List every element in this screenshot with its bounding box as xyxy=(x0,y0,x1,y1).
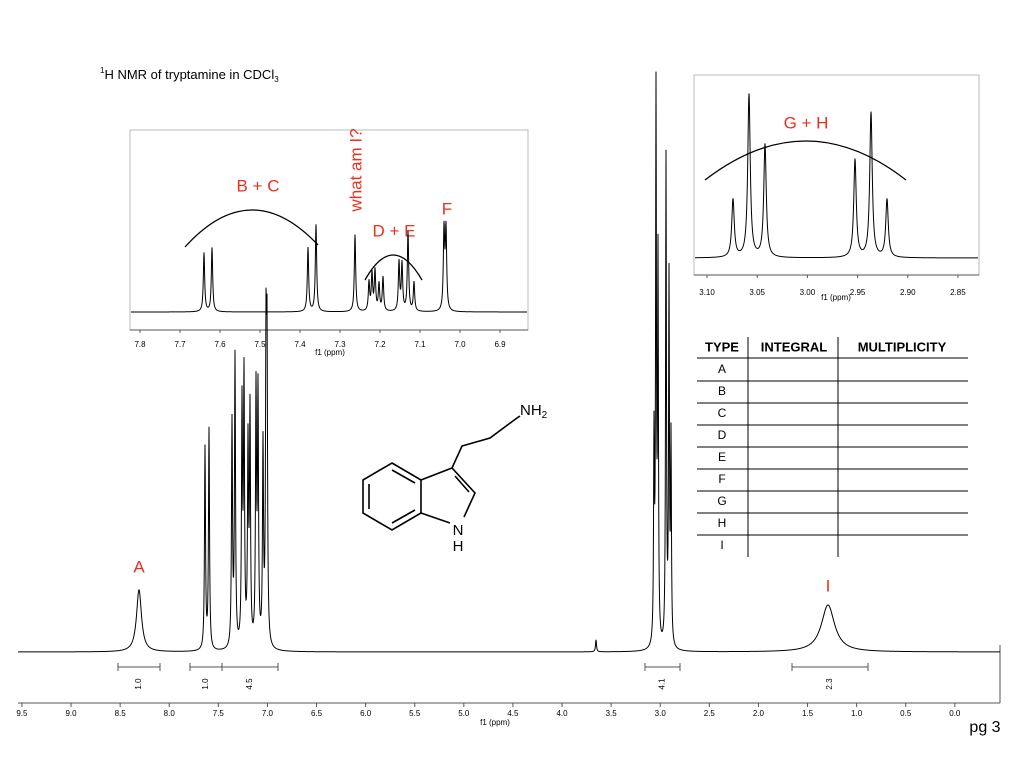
x-tick-label: 1.0 xyxy=(851,709,863,718)
inset-frame xyxy=(693,74,980,276)
bond xyxy=(420,467,476,518)
axis-label: f1 (ppm) xyxy=(480,718,510,727)
x-tick-label: 6.5 xyxy=(311,709,323,718)
type-cell: A xyxy=(718,362,726,376)
axis-label: f1 (ppm) xyxy=(315,348,345,357)
amine-label: NH2 xyxy=(520,402,548,421)
ring-h: H xyxy=(453,538,464,555)
x-tick-label: 3.5 xyxy=(606,709,618,718)
bond xyxy=(391,509,416,524)
bond xyxy=(454,475,470,493)
x-tick-label: 7.1 xyxy=(414,340,426,349)
arc xyxy=(184,209,319,248)
title: 1H NMR of tryptamine in CDCl3 xyxy=(100,66,279,84)
type-cell: F xyxy=(718,472,725,486)
header-cell: INTEGRAL xyxy=(761,339,828,354)
type-cell: C xyxy=(718,406,727,420)
peak-label: A xyxy=(133,557,145,576)
molecule: NH2 N H xyxy=(362,402,548,555)
bond xyxy=(420,512,451,524)
title-sub: 3 xyxy=(274,75,279,84)
x-tick-label: 2.90 xyxy=(900,288,916,297)
x-tick-label: 0.0 xyxy=(949,709,961,718)
x-tick-label: 2.85 xyxy=(950,288,966,297)
x-tick-label: 7.0 xyxy=(454,340,466,349)
x-tick-label: 7.7 xyxy=(174,340,186,349)
spectrum-trace xyxy=(695,93,978,259)
header-cell: TYPE xyxy=(705,339,739,354)
x-tick-label: 7.3 xyxy=(334,340,346,349)
x-tick-label: 2.95 xyxy=(850,288,866,297)
x-tick-label: 7.4 xyxy=(294,340,306,349)
bond xyxy=(362,462,422,531)
x-tick-label: 6.0 xyxy=(360,709,372,718)
type-cell: E xyxy=(718,450,726,464)
peak-label: I xyxy=(826,576,831,595)
amine-text: NH xyxy=(520,402,542,419)
x-tick-label: 4.5 xyxy=(507,709,519,718)
integral-label: 1.0 xyxy=(201,678,210,690)
x-tick-label: 3.05 xyxy=(749,288,765,297)
type-cell: I xyxy=(720,538,723,552)
x-tick-label: 5.5 xyxy=(409,709,421,718)
x-tick-label: 7.2 xyxy=(374,340,386,349)
x-tick-label: 3.10 xyxy=(699,288,715,297)
type-cell: H xyxy=(718,516,727,530)
x-tick-label: 6.9 xyxy=(494,340,506,349)
integral-label: 4.1 xyxy=(658,678,667,690)
x-tick-label: 7.5 xyxy=(213,709,225,718)
integral-label: 2.3 xyxy=(825,678,834,690)
header-cell: MULTIPLICITY xyxy=(858,339,947,354)
x-tick-label: 2.5 xyxy=(704,709,716,718)
title-sup: 1 xyxy=(100,66,105,75)
amine-sub: 2 xyxy=(542,410,548,421)
arc xyxy=(364,254,423,281)
x-tick-label: 8.5 xyxy=(115,709,127,718)
x-tick-label: 7.5 xyxy=(254,340,266,349)
x-tick-label: 3.0 xyxy=(655,709,667,718)
type-cell: G xyxy=(717,494,726,508)
page-number: pg 3 xyxy=(969,719,1000,736)
ring-n: N xyxy=(453,522,464,539)
integral-label: 1.0 xyxy=(134,678,143,690)
x-tick-label: 0.5 xyxy=(900,709,912,718)
x-tick-label: 9.5 xyxy=(16,709,28,718)
peak-label: what am I? xyxy=(346,128,365,212)
peak-label: F xyxy=(442,199,452,218)
x-tick-label: 7.0 xyxy=(262,709,274,718)
x-tick-label: 5.0 xyxy=(458,709,470,718)
bond xyxy=(391,469,416,484)
x-tick-label: 1.5 xyxy=(802,709,814,718)
spectrum-trace xyxy=(18,71,1000,653)
peak-label: G + H xyxy=(784,113,829,132)
inset-frame xyxy=(129,129,529,331)
x-tick-label: 7.6 xyxy=(214,340,226,349)
integral-label: 4.5 xyxy=(245,678,254,690)
title-text: H NMR of tryptamine in CDCl xyxy=(104,67,274,82)
type-cell: B xyxy=(718,384,726,398)
type-cell: D xyxy=(718,428,727,442)
spectrum-trace xyxy=(131,220,527,313)
arc xyxy=(704,140,907,181)
x-tick-label: 2.0 xyxy=(753,709,765,718)
axis-label: f1 (ppm) xyxy=(821,293,851,302)
bond xyxy=(451,415,521,469)
x-tick-label: 3.00 xyxy=(800,288,816,297)
x-tick-label: 4.0 xyxy=(556,709,568,718)
peak-label: B + C xyxy=(237,176,280,195)
x-tick-label: 8.0 xyxy=(164,709,176,718)
peak-label: D + E xyxy=(373,221,416,240)
x-tick-label: 9.0 xyxy=(65,709,77,718)
x-tick-label: 7.8 xyxy=(134,340,146,349)
